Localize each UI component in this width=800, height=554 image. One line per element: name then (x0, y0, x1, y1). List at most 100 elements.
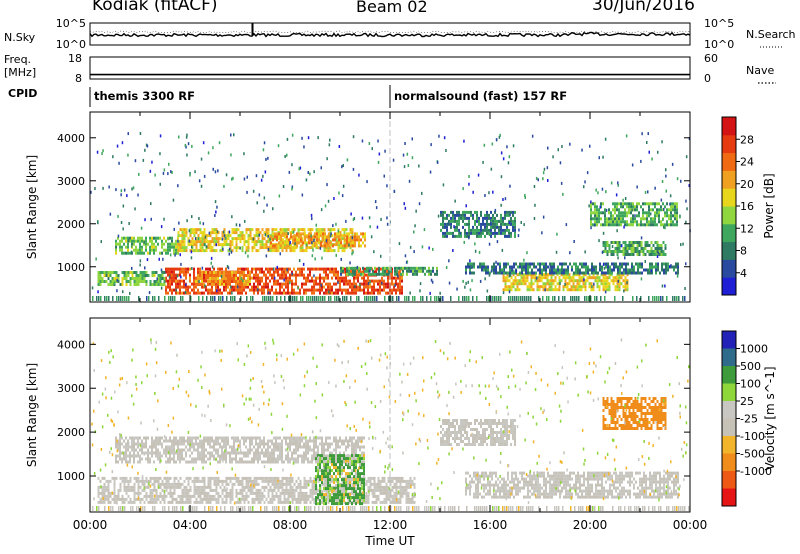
data-cell (163, 497, 166, 501)
data-cell (311, 276, 313, 280)
data-cell (393, 285, 395, 289)
data-cell (125, 236, 127, 240)
data-cell (141, 280, 144, 283)
data-cell (533, 217, 536, 220)
data-cell (373, 476, 376, 480)
data-cell (359, 479, 362, 483)
data-cell (145, 245, 147, 249)
data-cell (249, 485, 252, 489)
data-cell (292, 238, 294, 242)
data-cell (403, 488, 406, 492)
data-cell (495, 138, 498, 142)
data-cell (373, 250, 375, 254)
data-cell (598, 239, 600, 243)
data-cell (181, 231, 184, 235)
data-cell (399, 494, 402, 498)
data-cell (378, 269, 380, 273)
data-cell (247, 485, 250, 489)
data-cell (167, 267, 169, 271)
data-cell (644, 217, 646, 221)
data-cell (612, 214, 614, 218)
data-cell (458, 210, 460, 214)
data-cell (271, 482, 274, 486)
data-cell (577, 271, 579, 275)
data-cell (97, 277, 100, 280)
data-cell (123, 251, 125, 255)
data-cell (333, 273, 335, 277)
data-cell (296, 296, 298, 301)
data-cell (147, 242, 149, 246)
data-cell (300, 235, 302, 239)
data-cell (610, 279, 613, 283)
data-cell (611, 245, 614, 248)
data-cell (116, 278, 118, 282)
data-cell (291, 249, 294, 253)
data-cell (186, 219, 188, 223)
data-cell (574, 288, 577, 292)
data-cell (368, 296, 370, 301)
data-cell (571, 268, 573, 272)
data-cell (327, 199, 330, 203)
data-cell (257, 476, 260, 480)
data-cell (564, 283, 566, 286)
data-cell (484, 228, 486, 232)
data-cell (207, 500, 210, 504)
data-cell (562, 273, 565, 277)
data-cell (602, 155, 604, 159)
data-cell (223, 274, 225, 277)
data-cell (257, 234, 260, 238)
data-cell (308, 296, 310, 301)
data-cell (311, 479, 314, 483)
data-cell (632, 214, 634, 218)
data-cell (157, 482, 160, 486)
data-cell (201, 234, 204, 238)
data-cell (444, 231, 446, 235)
data-cell (345, 494, 348, 498)
data-cell (291, 187, 293, 191)
data-cell (141, 271, 144, 275)
data-cell (131, 436, 133, 440)
data-cell (452, 213, 454, 217)
data-cell (502, 288, 505, 292)
data-cell (546, 276, 549, 280)
data-cell (514, 288, 517, 292)
data-cell (117, 242, 119, 246)
data-cell (602, 282, 605, 286)
data-cell (602, 223, 604, 227)
data-cell (607, 265, 609, 269)
data-cell (193, 273, 195, 277)
data-cell (407, 497, 410, 501)
sky-tick-right-bottom: 10^0 (704, 38, 734, 51)
data-cell (408, 179, 411, 183)
data-cell (628, 223, 630, 227)
data-cell (198, 280, 200, 283)
data-cell (319, 291, 321, 295)
data-cell (564, 273, 567, 277)
data-cell (585, 271, 587, 275)
data-cell (125, 497, 128, 501)
data-cell (350, 238, 352, 242)
data-cell (511, 271, 513, 275)
data-cell (221, 500, 224, 504)
data-cell (101, 271, 104, 274)
data-cell (592, 288, 595, 292)
data-cell (169, 488, 172, 492)
data-cell (243, 240, 246, 244)
data-cell (549, 268, 551, 272)
data-cell (658, 217, 660, 221)
data-cell (321, 482, 324, 486)
data-cell (141, 442, 143, 446)
data-cell (377, 279, 379, 283)
data-cell (322, 238, 324, 242)
data-cell (235, 488, 238, 492)
data-cell (243, 234, 246, 238)
data-cell (371, 291, 373, 295)
data-cell (251, 479, 254, 483)
data-cell (195, 476, 198, 480)
data-cell (197, 228, 200, 232)
data-cell (267, 285, 269, 289)
data-cell (484, 277, 486, 281)
data-cell (215, 240, 218, 244)
data-cell (147, 479, 150, 483)
data-cell (246, 175, 248, 179)
